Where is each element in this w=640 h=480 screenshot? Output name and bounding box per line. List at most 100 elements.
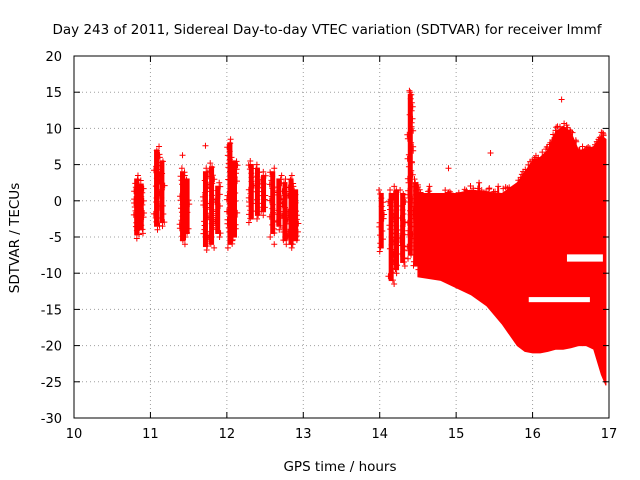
envelope-edge-marker	[552, 127, 559, 134]
y-tick-label: -10	[41, 267, 62, 282]
cluster-bar	[154, 149, 160, 227]
envelope-edge-marker	[522, 166, 529, 173]
cluster-marker	[247, 157, 254, 164]
cluster-marker	[267, 234, 274, 240]
cluster-marker	[392, 203, 399, 210]
cluster-marker	[376, 223, 383, 230]
cluster-marker	[182, 221, 189, 228]
cluster-marker	[293, 208, 300, 215]
envelope-edge-marker	[542, 146, 549, 153]
cluster-marker	[227, 140, 234, 147]
cluster-marker	[216, 234, 223, 240]
cluster-marker	[390, 250, 397, 257]
cluster-marker	[139, 189, 146, 196]
cluster-marker	[391, 199, 398, 206]
cluster-marker	[230, 186, 237, 193]
cluster-marker	[133, 227, 140, 234]
cluster-marker	[181, 172, 188, 179]
cluster-marker	[254, 196, 261, 203]
cluster-marker	[408, 107, 415, 114]
cluster-marker	[394, 242, 401, 249]
y-tick-label: 15	[45, 86, 62, 101]
y-tick-label: -30	[41, 412, 62, 427]
envelope-edge-marker	[576, 147, 583, 154]
cluster-marker	[260, 212, 267, 219]
cluster-marker	[245, 219, 252, 226]
cluster-marker	[132, 223, 139, 230]
cluster-marker	[414, 195, 421, 202]
cluster-marker	[281, 180, 288, 187]
cluster-marker	[140, 214, 147, 221]
cluster-marker	[273, 219, 280, 226]
cluster-marker	[159, 223, 166, 230]
cluster-marker	[182, 234, 189, 240]
cluster-marker	[400, 258, 407, 265]
envelope-edge-marker	[442, 187, 449, 194]
cluster-marker	[176, 225, 183, 232]
cluster-marker	[209, 164, 216, 171]
cluster-marker	[183, 176, 190, 183]
cluster-bar	[209, 166, 215, 245]
cluster-marker	[206, 168, 213, 175]
envelope-edge-marker	[561, 120, 568, 127]
cluster-marker	[385, 198, 392, 205]
envelope-edge-marker	[531, 155, 538, 162]
outlier-marker	[558, 96, 565, 103]
cluster-marker	[394, 262, 401, 269]
cluster-bar	[184, 178, 190, 234]
cluster-marker	[269, 205, 276, 212]
cluster-marker	[234, 209, 241, 216]
cluster-marker	[380, 236, 387, 243]
x-tick-label: 14	[371, 427, 388, 442]
cluster-marker	[157, 206, 164, 213]
cluster-bar	[413, 182, 419, 267]
cluster-marker	[408, 123, 415, 130]
cluster-marker	[150, 167, 157, 174]
cluster-marker	[285, 232, 292, 239]
cluster-marker	[156, 154, 163, 161]
cluster-marker	[136, 231, 143, 238]
cluster-marker	[260, 184, 267, 191]
cluster-marker	[177, 197, 184, 204]
cluster-marker	[131, 188, 138, 195]
cluster-marker	[378, 203, 385, 210]
cluster-marker	[412, 219, 419, 226]
cluster-marker	[137, 177, 144, 184]
cluster-marker	[139, 226, 146, 233]
cluster-marker	[386, 222, 393, 229]
cluster-marker	[266, 181, 273, 188]
cluster-marker	[413, 227, 420, 234]
cluster-marker	[414, 254, 421, 261]
cluster-marker	[214, 195, 221, 202]
y-tick-label: -5	[49, 231, 62, 246]
cluster-marker	[181, 241, 188, 248]
cluster-marker	[282, 204, 289, 211]
cluster-marker	[287, 176, 294, 183]
cluster-marker	[226, 148, 233, 155]
cluster-marker	[377, 232, 384, 239]
cluster-marker	[153, 163, 160, 170]
envelope-edge-marker	[525, 161, 532, 168]
cluster-marker	[185, 197, 192, 204]
cluster-marker	[131, 203, 138, 210]
cluster-marker	[399, 222, 406, 229]
cluster-marker	[158, 186, 165, 193]
cluster-marker	[258, 176, 265, 183]
cluster-marker	[391, 222, 398, 229]
cluster-marker	[186, 201, 193, 208]
y-tick-label: 0	[54, 195, 62, 210]
cluster-marker	[378, 195, 385, 202]
cluster-bar	[232, 160, 237, 238]
cluster-marker	[405, 163, 412, 170]
cluster-marker	[157, 174, 164, 181]
outlier-marker	[179, 152, 186, 159]
x-tick-label: 15	[448, 427, 465, 442]
cluster-marker	[291, 187, 298, 194]
cluster-marker	[225, 224, 232, 231]
cluster-marker	[379, 227, 386, 234]
cluster-marker	[132, 184, 139, 191]
cluster-marker	[213, 226, 220, 233]
cluster-marker	[397, 214, 404, 221]
cluster-marker	[199, 193, 206, 200]
cluster-marker	[413, 250, 420, 257]
